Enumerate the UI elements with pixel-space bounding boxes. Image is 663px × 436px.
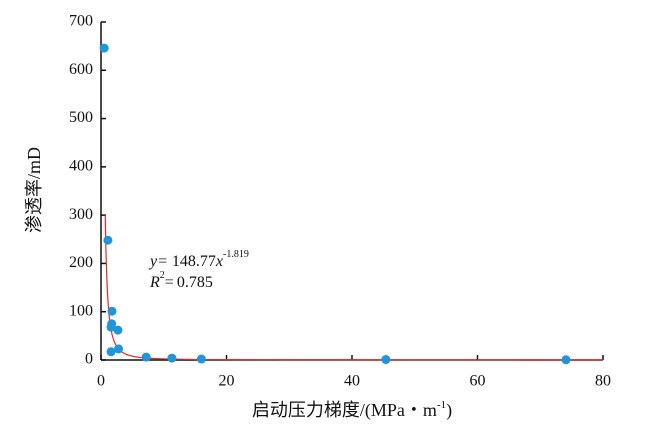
point [114, 344, 124, 354]
r-power: 2 [160, 270, 165, 281]
x-tick-label: 20 [219, 373, 235, 390]
fit-equation: y= 148.77x-1.819 [148, 249, 249, 269]
y-tick-label: 600 [69, 61, 93, 78]
point [107, 306, 117, 316]
y-tick-label: 100 [69, 302, 93, 319]
y-tick-label: 0 [85, 351, 93, 368]
r-value: 0.785 [177, 274, 213, 291]
y-tick-label: 300 [69, 206, 93, 223]
point [103, 235, 113, 245]
x-axis-title: 启动压力梯度/(MPa・m-1) [252, 399, 452, 422]
point [381, 355, 391, 365]
fit-lhs: y= [148, 253, 168, 270]
fit-variable: x [215, 253, 223, 270]
fit-exponent: -1.819 [223, 249, 249, 260]
fit-coefficient: 148.77 [172, 253, 216, 270]
point [106, 322, 116, 332]
x-axis-title-sup: -1 [437, 399, 446, 411]
x-tick-label: 80 [595, 373, 611, 390]
y-tick-label: 700 [69, 13, 93, 30]
point [141, 352, 151, 362]
point [99, 43, 109, 53]
y-tick-label: 200 [69, 254, 93, 271]
point [113, 325, 123, 335]
x-tick-label: 0 [97, 373, 105, 390]
r-lhs: R [149, 274, 160, 291]
y-tick-label: 500 [69, 109, 93, 126]
r-eq: = [165, 274, 174, 291]
y-tick-label: 400 [69, 158, 93, 175]
x-axis-title-text: 启动压力梯度/(MPa・m [252, 400, 437, 421]
x-tick-label: 40 [344, 373, 360, 390]
x-tick-label: 60 [470, 373, 486, 390]
x-axis-title-end: ) [446, 400, 452, 421]
y-axis-title: 渗透率/mD [24, 147, 44, 233]
r-squared: R2= 0.785 [149, 270, 213, 290]
point [167, 353, 177, 363]
point [106, 347, 116, 357]
point [196, 354, 206, 364]
point [561, 355, 571, 365]
